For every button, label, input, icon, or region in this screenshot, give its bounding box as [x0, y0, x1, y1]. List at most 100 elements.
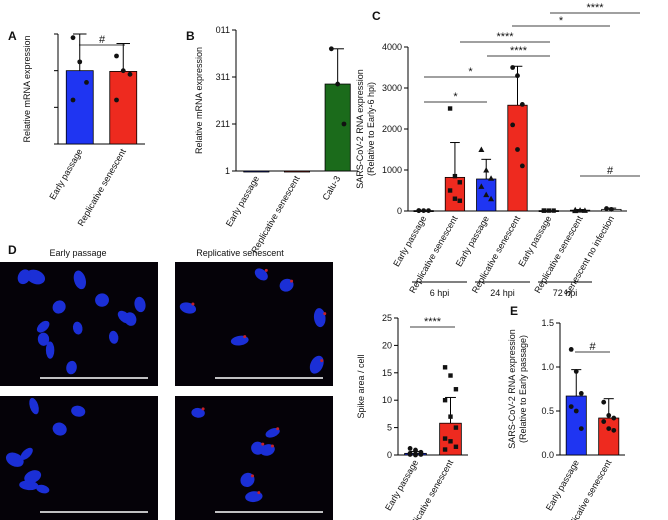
data-point	[341, 121, 347, 127]
y-axis-label: Relative mRNA expression	[194, 47, 204, 154]
data-point	[515, 147, 520, 152]
y-axis-label: Spike area / cell	[356, 354, 366, 418]
data-point	[114, 53, 119, 59]
y-tick-label: 1	[225, 166, 230, 176]
nucleus	[71, 405, 86, 417]
y-tick-label: 0.0	[541, 450, 554, 460]
nucleus	[254, 268, 268, 281]
data-point	[70, 97, 76, 103]
y-axis-label: SARS-CoV-2 RNA expression	[355, 69, 365, 189]
nucleus	[95, 293, 109, 307]
bar	[109, 71, 138, 145]
spike-signal	[201, 407, 205, 411]
panel-letter: D	[8, 243, 17, 257]
data-point	[448, 439, 453, 444]
nucleus	[24, 470, 42, 484]
nucleus	[17, 269, 31, 285]
significance-label: #	[99, 34, 106, 46]
group-label: 72 hpi	[553, 288, 578, 298]
nucleus	[66, 360, 77, 375]
data-point	[573, 369, 579, 374]
data-point	[601, 399, 607, 405]
y-tick-label: 311	[216, 72, 230, 82]
bar	[283, 170, 311, 173]
spike-signal	[264, 268, 268, 272]
spike-signal	[191, 302, 195, 306]
y-tick-label: 2000	[382, 124, 402, 134]
data-point	[519, 163, 525, 169]
nucleus	[108, 330, 119, 344]
data-point	[421, 208, 427, 213]
y-tick-label: 20	[382, 340, 392, 350]
data-point	[611, 427, 617, 433]
nucleus	[117, 310, 131, 324]
spike-signal	[270, 444, 274, 448]
data-point	[416, 208, 422, 213]
panel-letter: E	[510, 304, 518, 318]
bar	[598, 417, 620, 456]
data-point	[608, 206, 614, 212]
data-point	[407, 446, 413, 451]
data-point	[578, 391, 584, 396]
data-point	[577, 207, 584, 213]
x-tick-label: Early passage	[544, 458, 581, 512]
data-point	[447, 106, 453, 111]
nucleus	[240, 472, 255, 488]
panel-letter: A	[8, 29, 17, 43]
significance-label: #	[607, 165, 614, 177]
data-point	[488, 175, 495, 181]
data-point	[483, 191, 490, 198]
data-point	[572, 207, 579, 214]
data-point	[453, 387, 459, 392]
data-point	[488, 195, 495, 202]
data-point	[578, 426, 584, 431]
y-tick-label: 1000	[382, 165, 402, 175]
x-tick-label: Early passage	[516, 214, 553, 268]
significance-label: ****	[586, 2, 604, 14]
data-point	[606, 413, 612, 418]
data-point	[604, 206, 609, 211]
x-tick-label: Early passage	[454, 214, 491, 268]
data-point	[546, 208, 551, 213]
x-tick-label: Early passage	[47, 147, 84, 201]
data-point	[442, 447, 448, 452]
data-point	[413, 452, 418, 458]
nucleus	[5, 452, 24, 467]
group-label: 24 hpi	[490, 288, 515, 298]
spike-signal	[320, 359, 324, 363]
data-point	[551, 208, 556, 213]
nucleus	[45, 341, 55, 359]
spike-signal	[323, 312, 327, 316]
data-point	[448, 414, 453, 419]
y-tick-label: 10	[382, 395, 392, 405]
nucleus	[279, 278, 294, 292]
data-point	[120, 68, 126, 74]
y-axis-label: (Relative to Early passage)	[518, 335, 528, 443]
data-point	[601, 419, 607, 424]
data-point	[442, 365, 448, 370]
micrograph	[175, 262, 333, 386]
bar	[507, 104, 528, 212]
y-tick-label: 1.0	[541, 362, 554, 372]
significance-label: *	[559, 15, 564, 27]
nucleus	[36, 320, 50, 333]
data-point	[568, 404, 574, 409]
nucleus	[26, 269, 46, 285]
data-point	[510, 122, 516, 128]
significance-label: ****	[424, 316, 442, 328]
bar	[324, 83, 351, 172]
data-point	[453, 425, 459, 430]
nucleus	[134, 296, 146, 313]
bar	[243, 170, 270, 173]
nucleus	[313, 308, 326, 328]
significance-label: *	[453, 91, 458, 103]
spike-signal	[257, 491, 261, 495]
y-tick-label: 1.5	[541, 318, 554, 328]
y-tick-label: 5	[387, 423, 392, 433]
y-tick-label: 15	[382, 368, 392, 378]
data-point	[442, 436, 448, 441]
nucleus	[52, 422, 67, 436]
data-point	[84, 80, 89, 85]
x-tick-label: Early passage	[391, 214, 428, 268]
